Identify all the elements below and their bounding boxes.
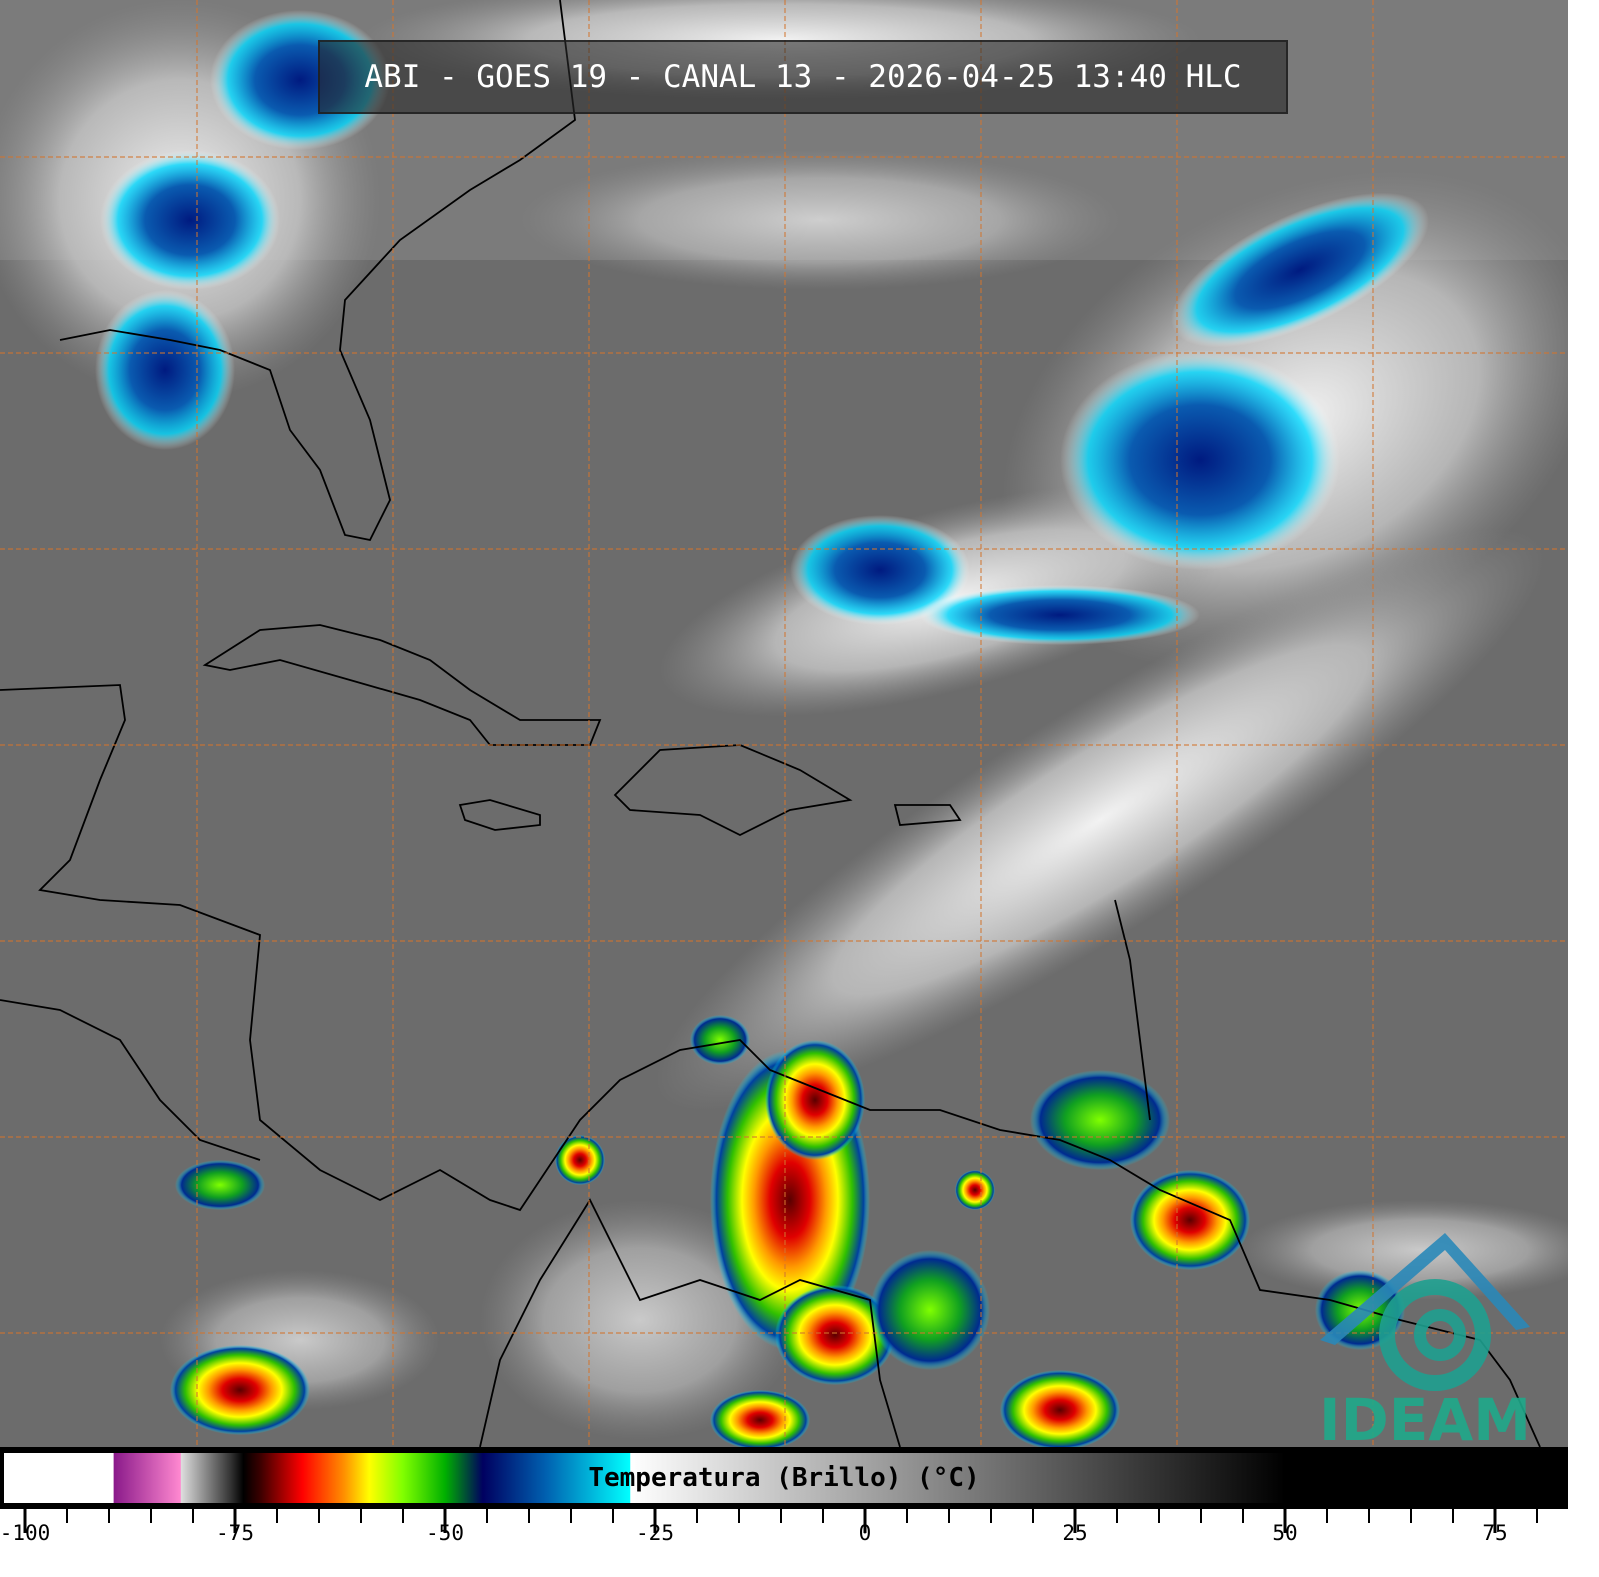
satellite-layer: IDEAM: [0, 0, 1568, 1447]
cold-cloud-tops: [95, 10, 1429, 645]
tick-label: -75: [216, 1521, 254, 1545]
lat-lon-grid: [0, 0, 1568, 1447]
colorbar-ticks: [23, 1509, 1538, 1533]
ideam-logo: IDEAM: [1319, 1233, 1531, 1447]
colorbar: Temperatura (Brillo) (°C): [0, 1447, 1568, 1509]
satellite-image: IDEAM ABI - GOES 19 - CANAL 13 - 2026-04…: [0, 0, 1568, 1447]
tick-label: 25: [1062, 1521, 1088, 1545]
tick-label: -50: [426, 1521, 464, 1545]
colorbar-gradient: [4, 1453, 1564, 1503]
tick-label: 50: [1272, 1521, 1298, 1545]
tick-label: 75: [1482, 1521, 1508, 1545]
coastlines: [0, 0, 1541, 1447]
image-title: ABI - GOES 19 - CANAL 13 - 2026-04-25 13…: [364, 59, 1242, 95]
tick-label: -100: [0, 1521, 51, 1545]
title-banner: ABI - GOES 19 - CANAL 13 - 2026-04-25 13…: [318, 40, 1288, 114]
logo-text: IDEAM: [1319, 1386, 1531, 1447]
tick-label: -25: [636, 1521, 674, 1545]
tick-label: 0: [858, 1521, 872, 1545]
colorbar-label: Temperatura (Brillo) (°C): [588, 1463, 980, 1493]
